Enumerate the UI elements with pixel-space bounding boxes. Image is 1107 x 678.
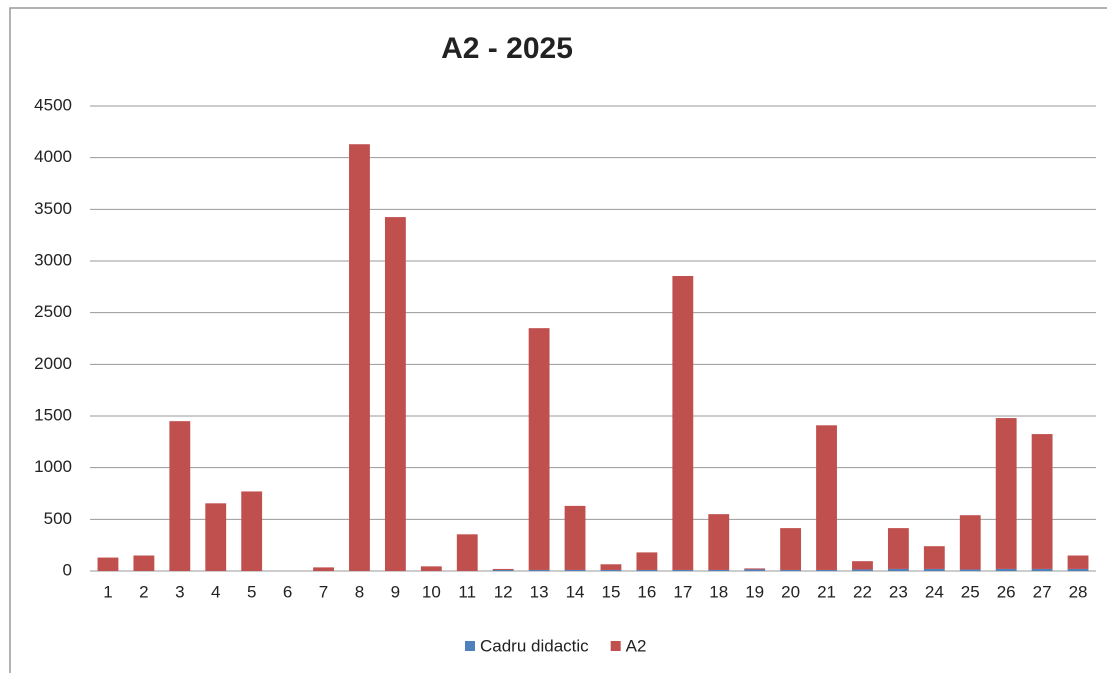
legend-swatch [610,641,621,651]
bar [887,568,909,571]
bar [923,546,945,569]
bar [97,557,119,571]
chart-border [9,7,1107,678]
bar [349,144,370,571]
bar [169,421,191,571]
bar [133,555,155,571]
x-tick-label: 27 [1033,582,1052,601]
bar [816,569,837,571]
x-tick-label: 8 [355,582,364,601]
bar [1031,568,1053,571]
bar [492,568,514,570]
x-tick-label: 21 [817,582,836,601]
y-tick-label: 2500 [34,302,72,321]
bar [959,515,981,570]
bar [528,569,550,571]
bar [384,217,406,572]
chart-title: A2 - 2025 [441,32,573,65]
y-tick-label: 4500 [34,95,72,114]
bar [744,568,766,570]
bar [780,569,802,571]
bar [923,568,945,571]
x-tick-label: 22 [853,582,872,601]
x-tick-label: 12 [494,582,513,601]
x-tick-label: 9 [391,582,400,601]
y-tick-label: 4000 [34,147,72,166]
bar [205,503,227,571]
bar [600,569,622,571]
bar [313,567,334,571]
bar [852,569,873,571]
bar [816,425,837,570]
bar [1031,434,1053,569]
x-tick-label: 17 [673,582,692,601]
x-tick-label: 2 [139,582,148,601]
bar [600,564,622,570]
legend-label: A2 [626,636,647,655]
bar [636,569,658,571]
bar [564,569,586,571]
bar [852,561,873,570]
bar [995,418,1017,569]
y-tick-label: 0 [63,560,72,579]
y-tick-label: 3000 [34,250,72,269]
bar [672,569,694,571]
x-tick-label: 10 [422,582,441,601]
x-tick-label: 26 [997,582,1016,601]
bar [959,569,981,571]
bar [241,491,263,571]
x-tick-label: 18 [709,582,728,601]
bar [1067,555,1089,569]
x-tick-label: 5 [247,582,256,601]
x-tick-label: 11 [458,582,476,601]
y-tick-label: 3500 [34,199,72,218]
y-tick-label: 1500 [34,405,72,424]
x-tick-label: 19 [745,582,764,601]
x-tick-label: 4 [211,582,220,601]
bar [492,569,514,571]
legend-swatch [465,641,475,651]
bar [528,328,550,570]
x-tick-label: 24 [925,582,944,601]
x-tick-label: 28 [1069,582,1088,601]
x-tick-label: 1 [103,582,112,601]
x-tick-label: 7 [319,582,328,601]
x-tick-label: 13 [530,582,549,601]
bar [636,552,658,570]
bar [995,568,1017,571]
y-tick-label: 2000 [34,354,72,373]
x-tick-label: 23 [889,582,908,601]
legend-label: Cadru didactic [480,636,589,655]
bar [708,569,730,571]
bar [456,534,478,571]
bar [708,514,730,570]
x-tick-label: 20 [781,582,800,601]
x-tick-label: 14 [566,582,585,601]
x-tick-label: 25 [961,582,980,601]
x-tick-label: 3 [175,582,184,601]
x-tick-label: 6 [283,582,292,601]
x-tick-label: 15 [602,582,621,601]
bar [564,505,586,570]
bar [744,569,766,571]
bar [420,566,442,571]
bar [780,528,802,570]
bar [887,528,909,569]
x-tick-label: 16 [637,582,656,601]
bar [672,275,694,570]
y-tick-label: 1000 [34,457,72,476]
bar [1067,568,1089,571]
y-tick-label: 500 [44,509,72,528]
